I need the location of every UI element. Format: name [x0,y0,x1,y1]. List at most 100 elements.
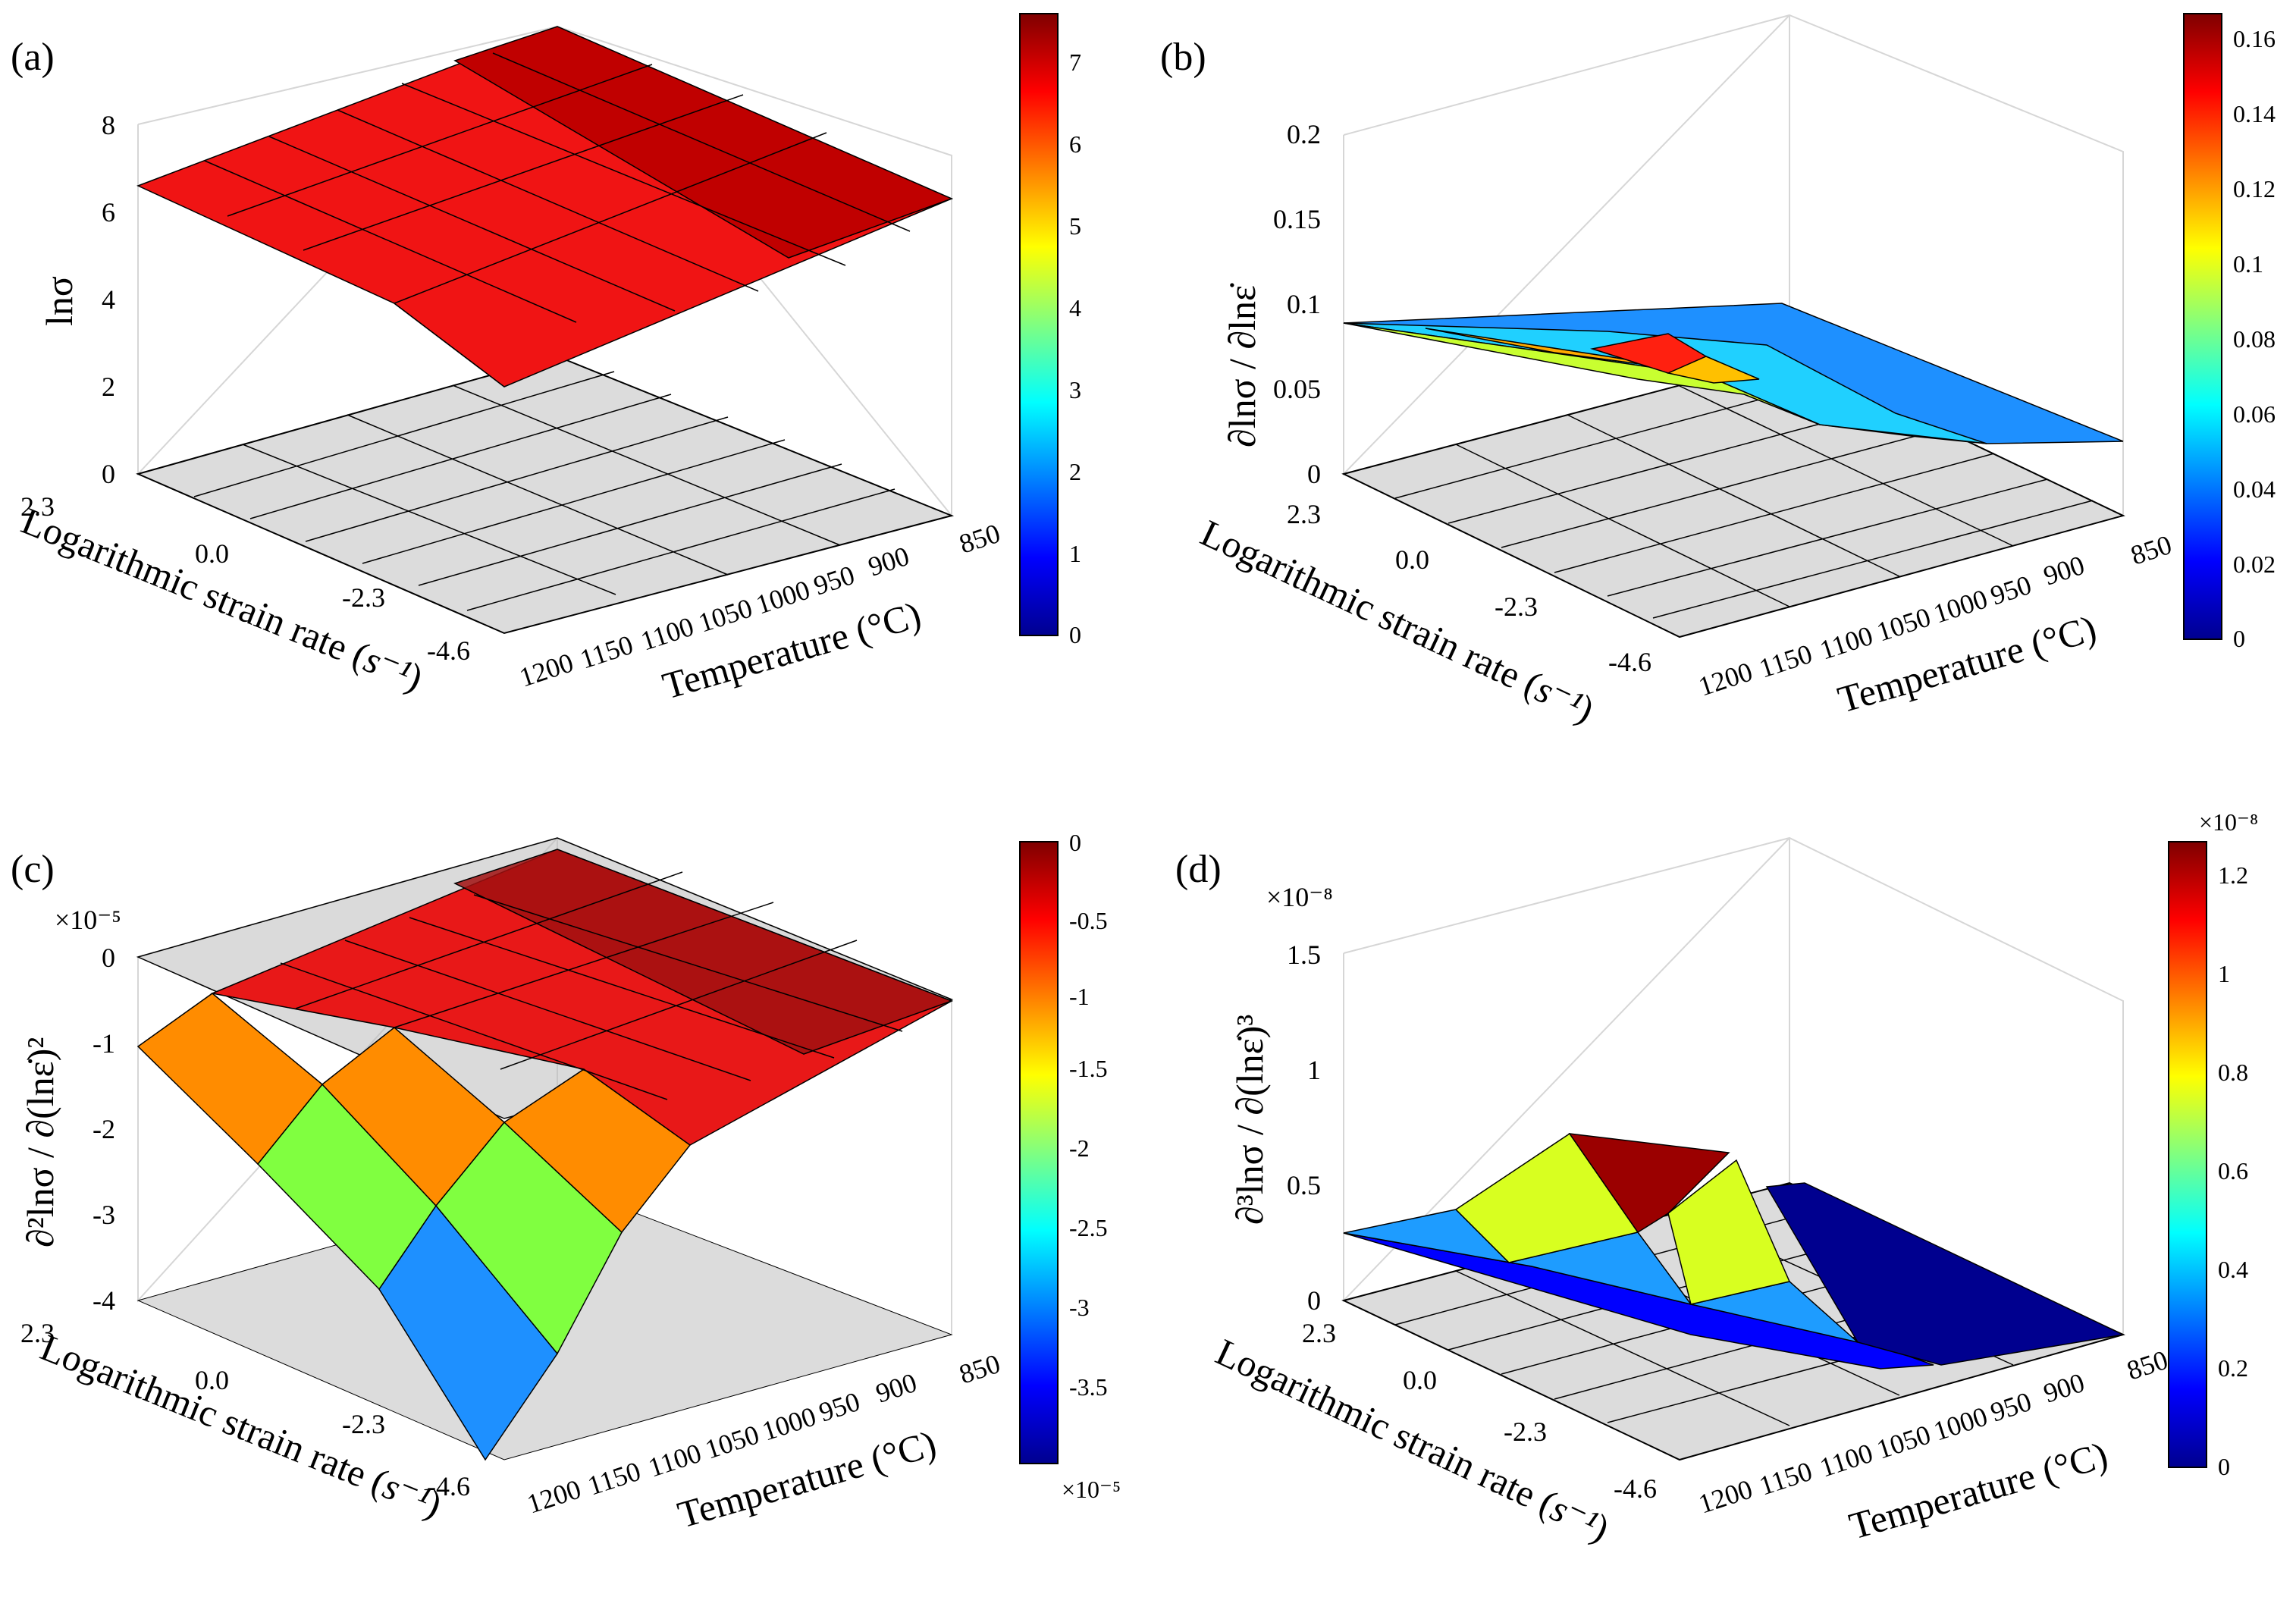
z-tick: -3 [93,1200,115,1230]
panel-a-colorbar-ticks: 0 1 2 3 4 5 6 7 [1069,49,1081,648]
colorbar-tick: 5 [1069,212,1081,240]
x-tick: 950 [815,1386,864,1428]
x-tick: 1200 [516,647,577,692]
panel-b-z-ticks: 0 0.05 0.1 0.15 0.2 [1273,119,1321,489]
panel-c-colorbar [1019,841,1059,1464]
panel-a-floor [136,355,955,635]
y-tick: -2.3 [342,1409,385,1439]
colorbar-tick: 1 [1069,540,1081,567]
panel-a: (a) [11,13,1081,708]
panel-d-z-label: ∂³lnσ / ∂(lnε̇)³ [1228,1015,1271,1225]
panel-c-label: (c) [11,848,55,891]
panel-c-z-exponent: ×10⁻⁵ [55,905,121,935]
panel-a-colorbar [1019,13,1059,636]
x-tick: 1100 [637,611,698,657]
panel-d-colorbar-exponent: ×10⁻⁸ [2199,808,2258,836]
colorbar-tick: 1 [2218,960,2230,987]
panel-c-surface-dark [453,849,954,1055]
colorbar-tick: -3.5 [1069,1373,1108,1401]
x-tick: 1150 [584,1456,645,1501]
colorbar-tick: -1.5 [1069,1055,1108,1082]
panel-c-colorbar-exponent: ×10⁻⁵ [1062,1476,1121,1503]
x-tick: 850 [2127,529,2175,571]
panel-c-y-ticks: 2.3 0.0 -2.3 -4.6 [20,1318,470,1501]
x-tick: 850 [2123,1344,2172,1386]
panel-b-y-ticks: 2.3 0.0 -2.3 -4.6 [1287,499,1651,677]
panel-a-label: (a) [11,36,55,79]
z-tick: 0 [1307,459,1321,489]
colorbar-tick: 0.02 [2233,551,2276,578]
x-tick: 1150 [1755,638,1816,684]
y-tick: 0.0 [195,1365,229,1395]
x-tick: 1050 [695,592,756,638]
colorbar-tick: 0.06 [2233,400,2276,428]
panel-d: (d) ×10⁻⁸ 0 0.5 1 1.5 ∂³ln [1175,808,2258,1550]
panel-d-surface-darkred [1568,1133,1730,1234]
z-tick: -1 [93,1028,115,1059]
panel-a-surface-grid [204,52,911,323]
y-tick: -2.3 [1504,1417,1547,1447]
y-tick: 2.3 [20,1318,55,1348]
panel-b-colorbar-ticks: 0 0.02 0.04 0.06 0.08 0.1 0.12 0.14 0.16 [2233,25,2276,652]
colorbar-tick: 0 [1069,621,1081,648]
panel-a-floor-grid [193,371,896,611]
x-tick: 950 [1987,569,2035,611]
panel-d-label: (d) [1175,848,1222,891]
z-tick: 1 [1307,1055,1321,1085]
colorbar-tick: 0.2 [2218,1354,2248,1382]
colorbar-tick: -0.5 [1069,907,1108,934]
panel-b-axes [1343,14,2124,516]
x-tick: 1050 [1873,1419,1934,1464]
panel-c-z-ticks: -4 -3 -2 -1 0 [93,943,115,1316]
panel-d-surface-yellow-right [1667,1159,1791,1305]
panel-b-surface-orange2 [1666,356,1760,384]
x-tick: 900 [872,1367,921,1409]
z-tick: 0 [102,943,115,973]
x-tick: 1050 [1873,601,1934,647]
z-tick: 4 [102,284,115,315]
panel-d-surface-darkblue [1765,1182,2125,1366]
panel-b-floor-grid [1394,378,2094,619]
x-tick: 850 [955,1348,1004,1390]
panel-d-z-exponent: ×10⁻⁸ [1266,882,1333,912]
x-tick: 1000 [1930,583,1991,629]
x-tick: 850 [955,518,1004,560]
panel-b-x-label: Temperature (°C) [1833,607,2101,721]
y-tick: 2.3 [20,491,55,522]
panel-b-surface-yellow [1343,322,1821,425]
panel-d-colorbar [2168,841,2207,1468]
x-tick: 1000 [758,1401,820,1446]
z-tick: 6 [102,197,115,227]
z-tick: 0.2 [1287,119,1321,149]
colorbar-tick: 0.16 [2233,25,2276,52]
z-tick: -4 [93,1285,115,1316]
y-tick: -4.6 [427,635,470,666]
z-tick: 0.1 [1287,289,1321,319]
panel-d-z-ticks: 0 0.5 1 1.5 [1287,940,1321,1316]
colorbar-tick: 4 [1069,294,1081,322]
colorbar-tick: 7 [1069,49,1081,76]
y-tick: -4.6 [1614,1473,1657,1504]
z-tick: 0.15 [1273,204,1321,234]
panel-c: (c) ×10⁻⁵ -4 -3 -2 -1 [11,829,1121,1536]
y-tick: -4.6 [427,1471,470,1501]
panel-b: (b) 0 0.05 0.1 0.15 0.2 [1160,13,2276,731]
panel-d-colorbar-ticks: 0 0.2 0.4 0.6 0.8 1 1.2 [2218,861,2248,1480]
y-tick: 0.0 [1395,544,1429,575]
y-tick: 2.3 [1287,499,1321,529]
colorbar-tick: -2.5 [1069,1214,1108,1241]
x-tick: 1000 [1930,1401,1991,1446]
x-tick: 1100 [1816,1438,1877,1483]
colorbar-tick: 0.8 [2218,1059,2248,1086]
colorbar-tick: 0.14 [2233,100,2276,127]
x-tick: 1150 [576,629,637,675]
colorbar-tick: 3 [1069,376,1081,403]
x-tick: 1000 [752,574,814,620]
z-tick: 0.05 [1273,374,1321,404]
z-tick: 1.5 [1287,940,1321,970]
panel-b-label: (b) [1160,36,1206,79]
colorbar-tick: -3 [1069,1294,1090,1321]
colorbar-tick: 1.2 [2218,861,2248,889]
colorbar-tick: 0.08 [2233,325,2276,353]
x-tick: 1200 [523,1473,585,1519]
